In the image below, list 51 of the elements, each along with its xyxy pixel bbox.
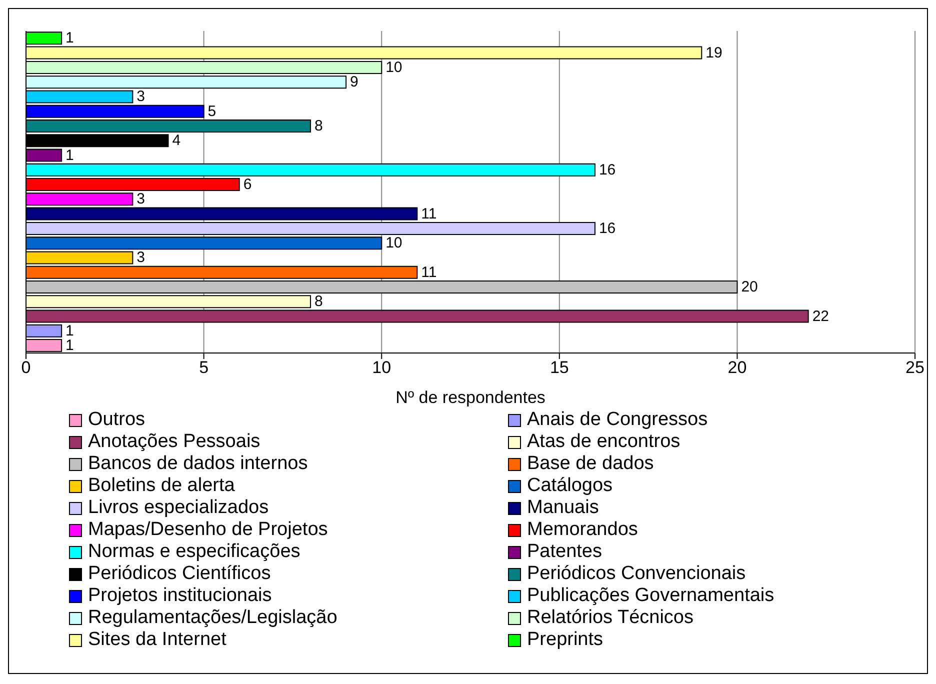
data-label: 1 bbox=[66, 30, 74, 47]
legend-label: Outros bbox=[88, 409, 146, 431]
x-tick-label: 0 bbox=[21, 358, 31, 378]
data-label: 20 bbox=[741, 278, 758, 296]
x-tick-label: 10 bbox=[372, 358, 392, 378]
legend-label: Sites da Internet bbox=[88, 629, 226, 651]
legend-label: Anais de Congressos bbox=[527, 409, 708, 431]
legend-label: Patentes bbox=[527, 541, 602, 563]
data-label: 5 bbox=[208, 102, 216, 120]
data-label: 8 bbox=[314, 293, 323, 310]
data-label: 3 bbox=[136, 88, 146, 106]
legend-label: Anotações Pessoais bbox=[88, 431, 260, 453]
data-label: 10 bbox=[386, 58, 402, 76]
x-tick-label: 20 bbox=[728, 358, 747, 378]
data-label: 1 bbox=[66, 337, 74, 354]
data-label: 10 bbox=[386, 234, 402, 252]
data-label: 9 bbox=[350, 74, 358, 91]
x-axis-title: Nº de respondentes bbox=[396, 388, 546, 407]
data-label: 11 bbox=[421, 205, 437, 222]
legend-label: Mapas/Desenho de Projetos bbox=[88, 519, 328, 541]
data-label: 4 bbox=[172, 132, 181, 150]
legend-label: Memorandos bbox=[527, 519, 638, 541]
legend-label: Projetos institucionais bbox=[88, 585, 272, 607]
legend-label: Periódicos Convencionais bbox=[527, 563, 746, 585]
data-label: 3 bbox=[136, 249, 146, 266]
legend-label: Livros especializados bbox=[88, 497, 269, 519]
legend-label: Preprints bbox=[527, 629, 604, 651]
x-tick-label: 15 bbox=[550, 358, 569, 378]
legend-label: Boletins de alerta bbox=[88, 475, 235, 497]
data-label: 3 bbox=[136, 190, 146, 208]
data-label: 1 bbox=[66, 322, 74, 340]
data-label: 6 bbox=[243, 176, 252, 194]
x-tick-label: 5 bbox=[199, 358, 209, 378]
data-label: 22 bbox=[812, 308, 830, 325]
legend-label: Bancos de dados internos bbox=[88, 453, 308, 475]
legend-label: Base de dados bbox=[527, 453, 654, 475]
legend-label: Manuais bbox=[527, 497, 599, 519]
legend-label: Normas e especificações bbox=[88, 541, 300, 563]
legend-label: Relatórios Técnicos bbox=[527, 607, 694, 629]
legend-label: Publicações Governamentais bbox=[527, 585, 774, 607]
legend-label: Atas de encontros bbox=[527, 431, 680, 453]
legend-label: Periódicos Científicos bbox=[88, 563, 271, 585]
data-label: 11 bbox=[421, 264, 437, 281]
legend-label: Regulamentações/Legislação bbox=[88, 607, 338, 629]
data-label: 16 bbox=[598, 161, 616, 178]
data-label: 1 bbox=[66, 146, 74, 164]
x-tick-label: 25 bbox=[906, 358, 924, 378]
data-label: 19 bbox=[706, 44, 722, 62]
data-label: 8 bbox=[314, 117, 323, 134]
legend-label: Catálogos bbox=[527, 475, 613, 497]
data-label: 16 bbox=[598, 220, 616, 237]
